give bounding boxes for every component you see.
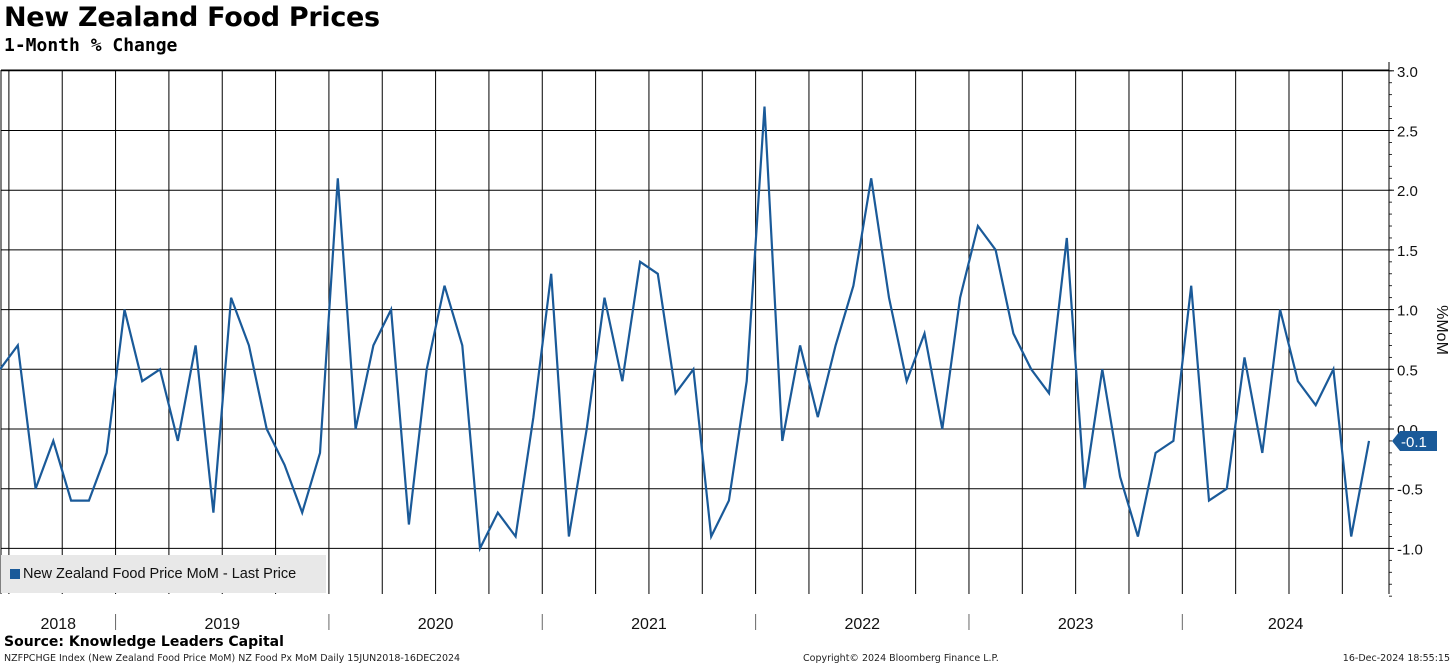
y-tick-label: 1.5 <box>1397 243 1418 260</box>
last-value-label: -0.1 <box>1401 434 1427 451</box>
chart-title: New Zealand Food Prices <box>4 2 380 33</box>
y-tick-label: -0.5 <box>1397 482 1423 499</box>
x-tick-label: 2024 <box>1268 616 1304 633</box>
x-tick-label: 2023 <box>1058 616 1094 633</box>
x-tick-label: 2022 <box>844 616 880 633</box>
y-tick-label: 0.5 <box>1397 362 1418 379</box>
y-axis-label: %MoM <box>1433 305 1450 355</box>
legend-label: New Zealand Food Price MoM - Last Price <box>23 566 297 582</box>
y-tick-label: 2.5 <box>1397 124 1418 141</box>
chart-legend: New Zealand Food Price MoM - Last Price <box>1 555 326 593</box>
series-line <box>0 106 1371 553</box>
index-info: NZFPCHGE Index (New Zealand Food Price M… <box>4 653 461 664</box>
x-tick-label: 2021 <box>631 616 667 633</box>
y-tick-label: 2.0 <box>1397 183 1418 200</box>
chart-subtitle: 1-Month % Change <box>4 35 178 56</box>
copyright-note: Copyright© 2024 Bloomberg Finance L.P. <box>803 653 999 664</box>
x-tick-label: 2018 <box>40 616 76 633</box>
last-value-badge <box>1392 430 1437 451</box>
y-tick-label: 3.0 <box>1397 64 1418 81</box>
y-tick-label: -1.0 <box>1397 541 1423 558</box>
legend-swatch <box>10 569 20 579</box>
timestamp: 16-Dec-2024 18:55:15 <box>1342 653 1450 664</box>
x-tick-label: 2019 <box>204 616 240 633</box>
source-note: Source: Knowledge Leaders Capital <box>4 634 284 650</box>
y-tick-label: 1.0 <box>1397 303 1418 320</box>
x-tick-label: 2020 <box>418 616 454 633</box>
